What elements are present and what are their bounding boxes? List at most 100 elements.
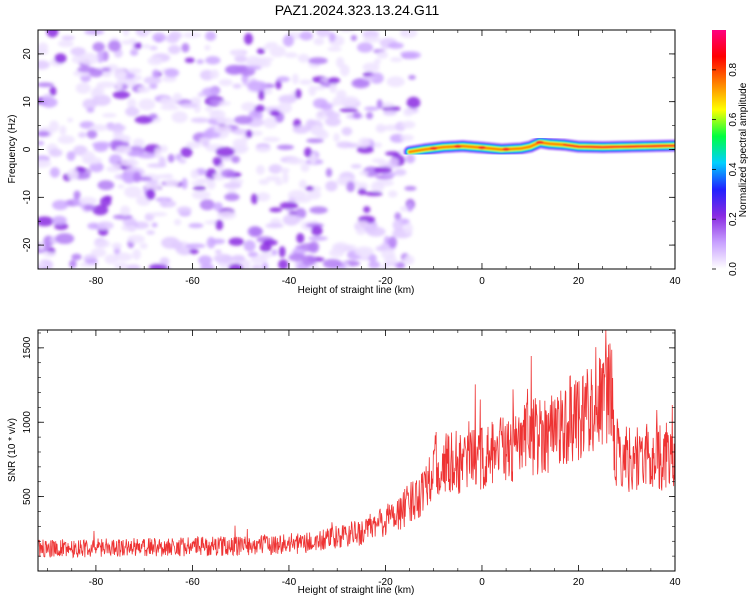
spectrogram-panel: -80 -60 -40 -20 0 20 40 -20 -10 0 10 20 Height of … [7,29,681,296]
noise-blob [380,265,389,269]
noise-blob [204,44,211,51]
noise-blob [297,53,310,63]
noise-blob [284,52,298,58]
noise-blob [126,264,141,269]
noise-blob [250,256,268,265]
x-tick-label: -40 [282,276,297,287]
noise-blob [112,163,122,169]
noise-blob [249,130,263,136]
noise-blob [75,82,91,94]
noise-blob [329,83,337,94]
noise-blob [234,55,248,63]
noise-blob [49,86,57,97]
noise-blob [96,51,104,63]
noise-blob [372,158,386,163]
snr-y-label: SNR (10 * v/v) [7,418,18,482]
colorbar-tick-label: 0.0 [728,262,739,276]
noise-blob [408,75,416,80]
noise-blob [275,79,282,90]
x-tick-label: 0 [479,577,485,588]
noise-blob [406,200,414,213]
noise-blob [282,171,289,184]
noise-blob [86,129,98,139]
noise-blob [185,141,202,149]
noise-blob [122,171,137,184]
noise-blob [175,153,182,161]
colorbar-gradient [712,30,726,269]
x-tick-label: 0 [479,276,485,287]
noise-blob [69,259,77,269]
noise-blob [265,223,284,229]
noise-blob [199,199,215,211]
noise-blob [223,182,242,189]
noise-blob [40,97,58,108]
noise-blob [382,105,401,112]
noise-blob [364,223,378,234]
noise-blob [258,89,265,101]
noise-blob [205,31,217,41]
noise-blob [309,206,328,214]
noise-blob [254,104,266,113]
noise-blob [127,150,142,157]
noise-blob [205,56,221,65]
noise-blob [134,42,142,50]
noise-blob [190,97,202,105]
noise-blob [188,223,204,229]
noise-blob [356,145,374,154]
noise-blob [403,108,414,117]
noise-blob [147,56,163,66]
noise-blob [355,220,369,226]
noise-blob [38,241,45,250]
noise-blob [114,262,129,269]
noise-blob [79,52,99,65]
noise-blob [96,221,114,230]
noise-blob [341,126,353,136]
noise-blob [322,258,343,269]
noise-blob [152,32,166,43]
noise-blob [114,252,133,262]
noise-blob [327,77,341,84]
noise-blob [138,98,156,111]
noise-blob [101,71,112,78]
noise-blob [232,83,242,89]
noise-blob [400,134,414,141]
noise-blob [311,128,327,136]
noise-blob [103,195,113,201]
x-tick-label: -60 [185,577,200,588]
noise-blob [132,249,141,261]
noise-blob [142,44,151,49]
noise-blob [78,196,97,206]
snr-x-ticks: -80 -60 -40 -20 0 20 40 [47,330,681,588]
noise-blob [231,155,240,164]
noise-blob [279,167,290,173]
noise-blob [296,232,305,244]
noise-blob [228,237,244,246]
noise-blob [149,45,158,51]
noise-blob [38,140,45,146]
signal-peak [453,144,462,148]
noise-blob [363,206,371,213]
noise-blob [38,261,45,269]
noise-blob [181,177,188,190]
noise-blob [324,116,341,127]
noise-blob [327,46,342,52]
x-tick-label: -20 [378,577,393,588]
noise-blob [67,117,74,123]
spectrogram-y-label: Frequency (Hz) [7,115,18,184]
noise-blob [365,112,374,120]
noise-blob [376,126,389,131]
noise-blob [306,138,324,144]
noise-blob [232,138,248,149]
noise-blob [127,234,145,244]
noise-blob [115,79,123,91]
x-tick-label: -80 [89,577,104,588]
noise-blob [70,47,86,56]
noise-blob [192,185,207,191]
noise-blob [180,147,193,158]
signal-track-core [562,143,675,149]
noise-blob [163,173,174,179]
noise-blob [132,138,145,149]
noise-blob [143,76,162,85]
noise-blob [171,111,188,123]
